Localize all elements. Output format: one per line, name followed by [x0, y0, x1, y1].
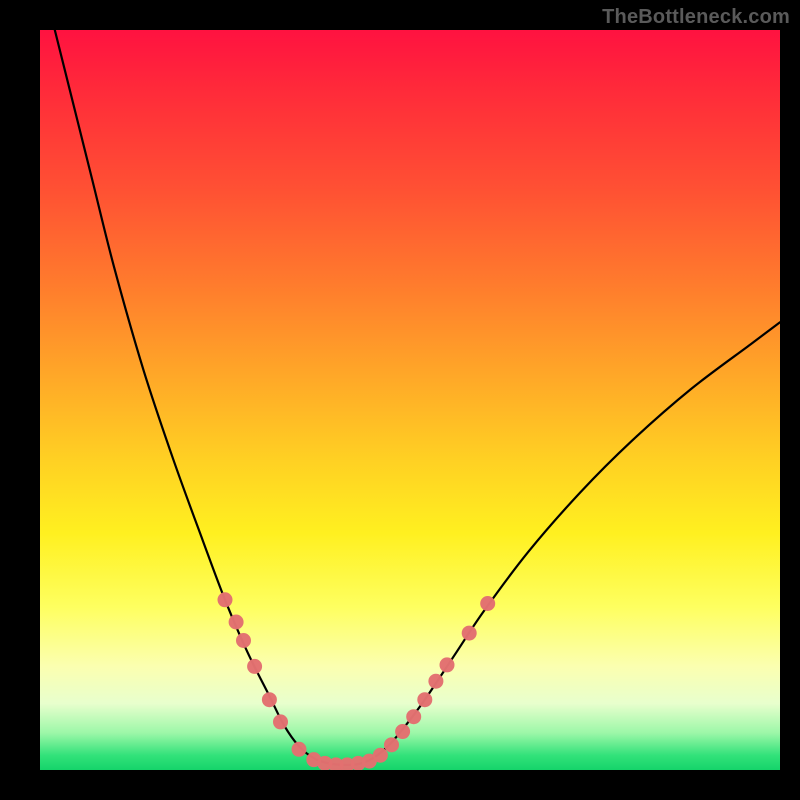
data-dot: [292, 742, 307, 757]
data-dot: [373, 748, 388, 763]
plot-area: [40, 30, 780, 770]
chart-container: TheBottleneck.com: [0, 0, 800, 800]
chart-svg: [40, 30, 780, 770]
data-dot: [247, 659, 262, 674]
watermark: TheBottleneck.com: [602, 6, 790, 29]
data-dot: [417, 692, 432, 707]
data-dot: [395, 724, 410, 739]
bottleneck-curve: [55, 30, 780, 765]
data-dot: [428, 674, 443, 689]
data-dot: [406, 709, 421, 724]
data-dot: [218, 592, 233, 607]
data-dot: [462, 626, 477, 641]
data-dot: [384, 737, 399, 752]
data-dot: [273, 714, 288, 729]
data-dot: [229, 615, 244, 630]
data-dot: [440, 657, 455, 672]
data-dot: [480, 596, 495, 611]
data-dot: [262, 692, 277, 707]
data-dot: [236, 633, 251, 648]
